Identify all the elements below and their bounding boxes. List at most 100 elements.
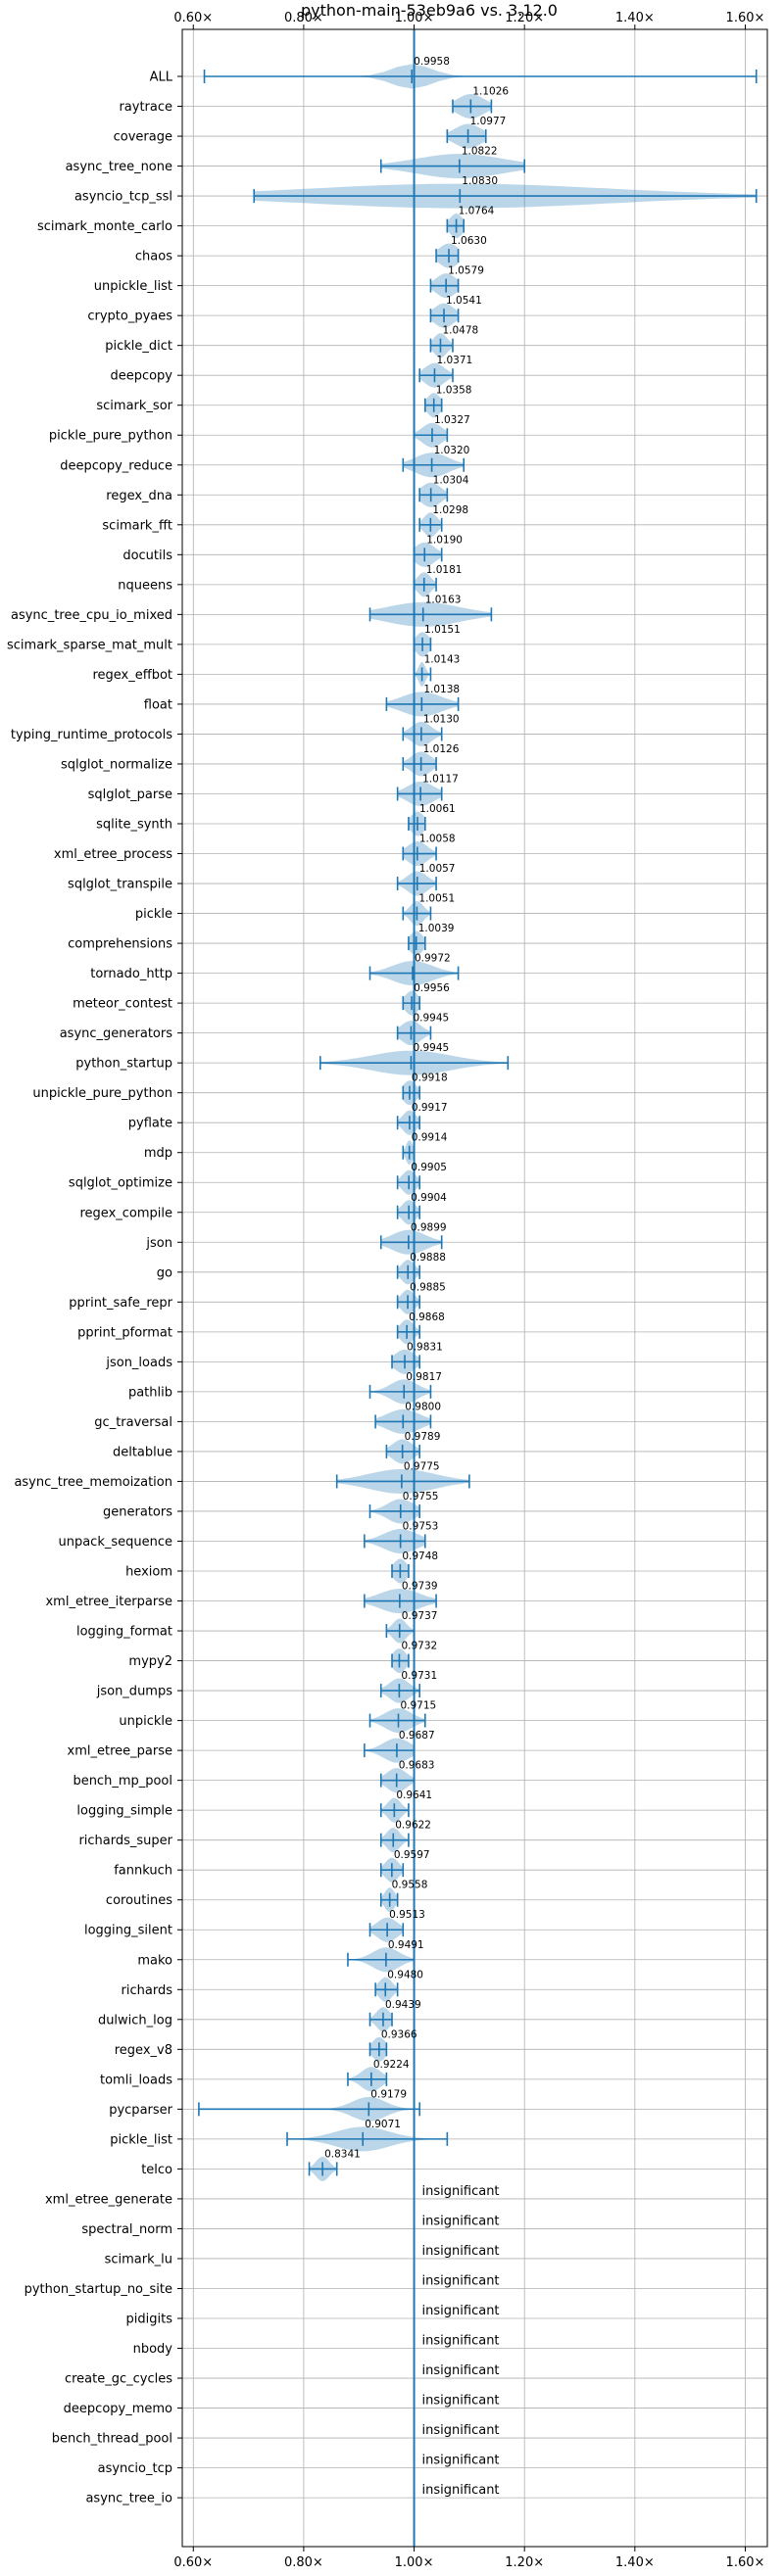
- value-label: 1.0320: [434, 445, 470, 456]
- value-label: 1.0138: [423, 684, 460, 695]
- benchmark-name: xml_etree_process: [54, 847, 172, 862]
- value-label: 0.9737: [402, 1610, 438, 1622]
- benchmark-name: pprint_pformat: [77, 1325, 172, 1340]
- value-label: 1.0061: [419, 803, 456, 815]
- value-label: 0.9972: [415, 953, 451, 965]
- x-tick-label-top: 1.40×: [615, 11, 655, 25]
- value-label: 1.0051: [418, 893, 455, 905]
- value-label: 0.9914: [412, 1132, 448, 1144]
- benchmark-name: richards_super: [78, 1834, 172, 1848]
- benchmark-name: crypto_pyaes: [87, 310, 172, 324]
- x-tick-label-bottom: 1.00×: [395, 2555, 434, 2570]
- value-label: 0.9945: [413, 1013, 449, 1025]
- benchmark-name: pidigits: [126, 2313, 173, 2327]
- benchmark-name: asyncio_tcp_ssl: [74, 190, 172, 205]
- benchmark-name: nbody: [133, 2342, 173, 2357]
- value-label: 0.9958: [414, 56, 450, 68]
- benchmark-name: logging_silent: [84, 1924, 172, 1938]
- benchmark-name: docutils: [122, 549, 172, 563]
- benchmark-name: json_loads: [105, 1356, 172, 1370]
- benchmark-name: asyncio_tcp: [98, 2461, 172, 2476]
- value-label: 0.9748: [402, 1550, 438, 1562]
- value-label: 0.9904: [411, 1192, 447, 1204]
- value-label: 0.9224: [373, 2059, 410, 2071]
- benchmark-name: xml_etree_iterparse: [45, 1595, 172, 1609]
- benchmark-name: gc_traversal: [94, 1415, 172, 1430]
- benchmark-name: comprehensions: [68, 937, 172, 952]
- value-label: 1.0822: [462, 146, 498, 158]
- value-label: 1.0298: [432, 504, 468, 516]
- benchmark-name: create_gc_cycles: [65, 2372, 172, 2387]
- value-label: 0.9687: [399, 1730, 435, 1741]
- benchmark-name: sqlglot_parse: [88, 787, 172, 802]
- benchmark-name: deepcopy_reduce: [60, 458, 172, 473]
- value-label: 0.9868: [409, 1312, 445, 1323]
- value-label: 1.0830: [462, 175, 498, 187]
- value-label: 0.9789: [405, 1431, 441, 1443]
- value-label: 1.0764: [459, 206, 495, 217]
- insignificant-label: insignificant: [422, 2363, 500, 2378]
- x-tick-label-top: 0.60×: [173, 11, 213, 25]
- insignificant-label: insignificant: [422, 2244, 500, 2259]
- value-label: 0.9558: [392, 1880, 428, 1891]
- benchmark-name: python_startup_no_site: [24, 2282, 172, 2297]
- benchmark-name: unpack_sequence: [58, 1535, 172, 1550]
- benchmark-name: chaos: [135, 250, 172, 264]
- benchmark-name: scimark_fft: [102, 518, 172, 533]
- insignificant-label: insignificant: [422, 2214, 500, 2228]
- value-label: 0.9179: [370, 2088, 407, 2100]
- value-label: 0.9917: [412, 1102, 448, 1114]
- benchmark-name: hexiom: [125, 1565, 172, 1580]
- value-label: 1.0130: [423, 713, 460, 725]
- value-label: 1.0190: [426, 534, 463, 546]
- benchmark-name: dulwich_log: [98, 2013, 172, 2027]
- benchmark-name: async_tree_cpu_io_mixed: [11, 608, 172, 623]
- benchmark-name: pyflate: [128, 1117, 172, 1131]
- value-label: 1.0327: [434, 414, 470, 426]
- value-label: 0.9739: [402, 1581, 438, 1593]
- value-label: 1.0478: [442, 325, 478, 337]
- value-label: 0.9641: [396, 1789, 432, 1801]
- x-tick-label-bottom: 1.40×: [615, 2555, 655, 2570]
- benchmark-name: async_tree_memoization: [14, 1475, 172, 1490]
- benchmark-name: ALL: [150, 71, 173, 85]
- value-label: 0.9715: [400, 1700, 436, 1712]
- benchmark-name: pickle_dict: [105, 339, 172, 354]
- benchmark-name: regex_effbot: [92, 668, 172, 683]
- x-tick-label-bottom: 1.20×: [505, 2555, 544, 2570]
- value-label: 1.0541: [446, 295, 482, 307]
- benchmark-name: go: [157, 1265, 172, 1280]
- benchmark-name: typing_runtime_protocols: [11, 728, 172, 742]
- benchmark-name: regex_v8: [115, 2043, 172, 2058]
- benchmark-name: deepcopy_memo: [64, 2402, 172, 2416]
- benchmark-name: float: [144, 697, 172, 712]
- benchmark-name: async_tree_io: [85, 2492, 172, 2506]
- x-tick-label-top: 0.80×: [284, 11, 323, 25]
- benchmark-name: regex_dna: [106, 489, 172, 503]
- benchmark-name: logging_format: [76, 1625, 172, 1640]
- value-label: 1.0630: [451, 235, 487, 247]
- value-label: 0.9491: [388, 1939, 424, 1951]
- insignificant-label: insignificant: [422, 2454, 500, 2468]
- value-label: 1.0181: [426, 564, 463, 576]
- benchmark-name: pycparser: [109, 2103, 172, 2118]
- benchmark-name: pickle: [135, 907, 172, 922]
- benchmark-name: scimark_sparse_mat_mult: [7, 638, 172, 652]
- insignificant-label: insignificant: [422, 2423, 500, 2438]
- value-label: 1.0058: [419, 834, 456, 845]
- x-tick-label-bottom: 0.80×: [284, 2555, 323, 2570]
- benchmark-name: bench_mp_pool: [73, 1774, 172, 1789]
- x-tick-label-bottom: 0.60×: [173, 2555, 213, 2570]
- value-label: 1.0039: [418, 923, 455, 934]
- benchmark-name: json: [145, 1236, 172, 1251]
- benchmark-name: mako: [137, 1953, 172, 1968]
- grid-lines: [182, 29, 767, 2547]
- value-label: 0.8341: [324, 2148, 361, 2160]
- benchmark-name: pprint_safe_repr: [69, 1296, 172, 1311]
- value-label: 0.9888: [410, 1252, 446, 1264]
- insignificant-label: insignificant: [422, 2304, 500, 2318]
- value-label: 0.9755: [403, 1491, 439, 1503]
- value-label: 0.9899: [411, 1221, 447, 1233]
- value-label: 0.9775: [404, 1460, 440, 1472]
